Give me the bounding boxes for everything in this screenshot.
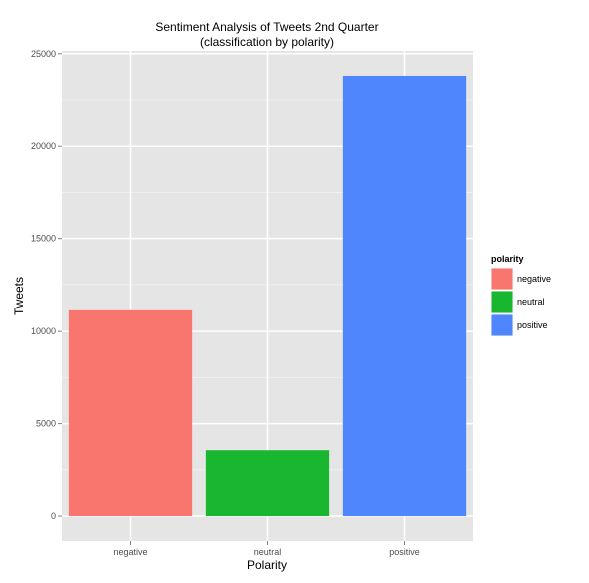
legend-swatch-positive bbox=[491, 314, 513, 336]
y-tick-label: 10000 bbox=[31, 326, 56, 336]
bar-negative bbox=[68, 309, 193, 517]
y-axis-ticks: 0 5000 10000 15000 20000 25000 bbox=[31, 49, 62, 521]
y-tick-label: 15000 bbox=[31, 234, 56, 244]
x-axis-ticks: negative neutral positive bbox=[113, 541, 420, 557]
bars bbox=[68, 75, 467, 517]
x-axis-label: Polarity bbox=[247, 558, 287, 572]
legend-title: polarity bbox=[491, 254, 524, 264]
legend-items: negative neutral positive bbox=[491, 268, 551, 336]
bar-neutral bbox=[205, 450, 330, 517]
x-tick-label: positive bbox=[389, 547, 420, 557]
y-tick-label: 0 bbox=[51, 511, 56, 521]
bar-positive bbox=[342, 75, 467, 517]
legend-label: negative bbox=[517, 274, 551, 284]
x-tick-label: negative bbox=[113, 547, 147, 557]
y-tick-label: 25000 bbox=[31, 49, 56, 59]
y-tick-label: 20000 bbox=[31, 141, 56, 151]
chart-subtitle: (classification by polarity) bbox=[200, 35, 334, 49]
legend-swatch-neutral bbox=[491, 291, 513, 313]
chart-title: Sentiment Analysis of Tweets 2nd Quarter bbox=[155, 20, 378, 34]
y-axis-label: Tweets bbox=[12, 277, 26, 315]
legend-label: neutral bbox=[517, 297, 545, 307]
x-tick-label: neutral bbox=[254, 547, 282, 557]
y-tick-label: 5000 bbox=[36, 419, 56, 429]
legend-label: positive bbox=[517, 320, 548, 330]
legend-swatch-negative bbox=[491, 268, 513, 290]
legend: polarity negative neutral positive bbox=[491, 254, 551, 336]
